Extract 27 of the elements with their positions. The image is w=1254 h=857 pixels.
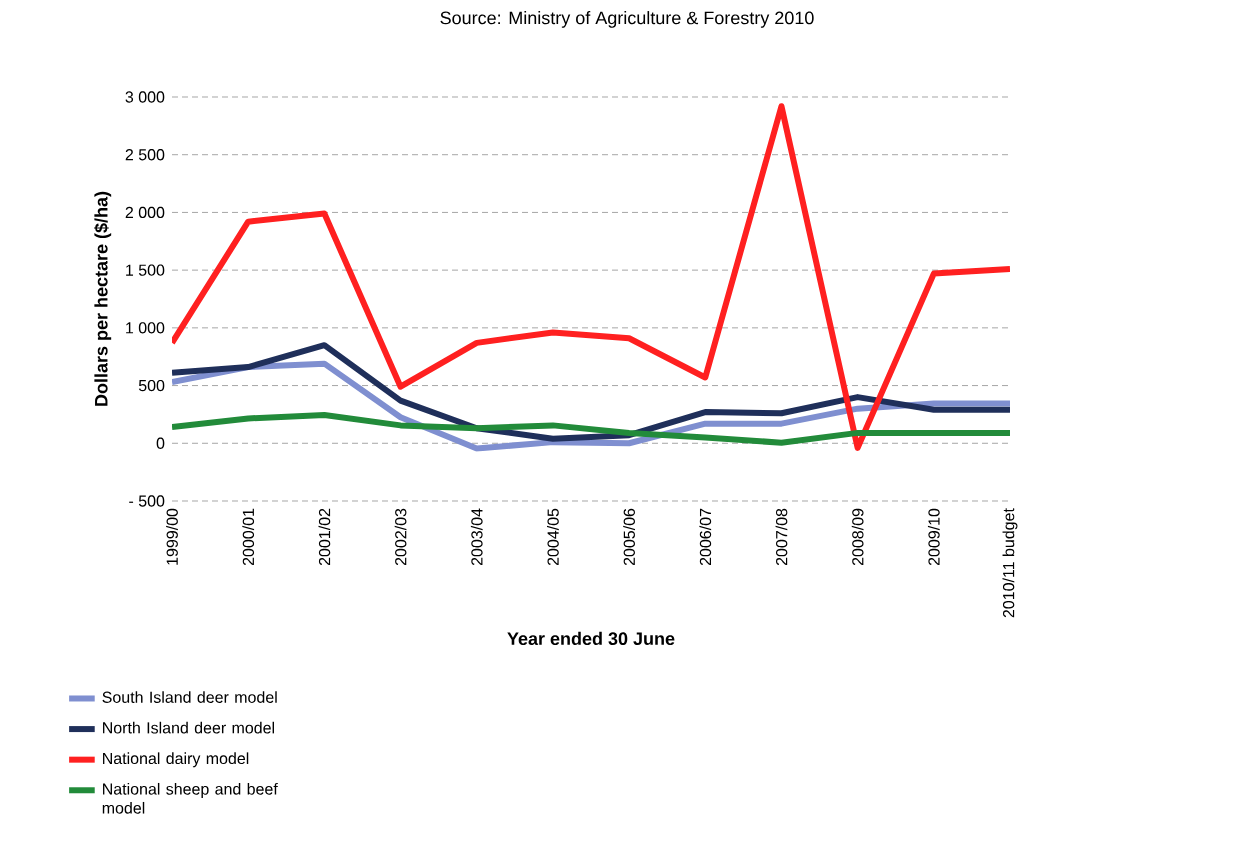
x-tick-label: 2010/11 budget <box>1002 508 1018 618</box>
legend-label: National sheep and beef model <box>102 782 278 814</box>
x-axis-title: Year ended 30 June <box>507 631 675 646</box>
x-tick-label: 2009/10 <box>927 508 940 566</box>
y-tick-label: 1 000 <box>126 322 165 334</box>
x-tick-label: 1999/00 <box>166 508 178 565</box>
x-tick-label: 2004/05 <box>547 508 559 566</box>
x-tick-label: 2008/09 <box>851 508 864 566</box>
x-tick-label: 2001/02 <box>318 508 331 566</box>
legend-label: North Island deer model <box>103 721 275 734</box>
y-tick-label: 3 000 <box>125 91 165 103</box>
x-tick-label: 2005/06 <box>623 508 635 566</box>
x-tick-label: 2002/03 <box>394 508 407 566</box>
y-tick-label: 2 500 <box>125 149 165 161</box>
x-tick-label: 2003/04 <box>470 508 483 566</box>
y-axis-title: Dollars per hectare ($/ha) <box>94 191 112 406</box>
y-tick-label: 0 <box>156 437 165 449</box>
x-tick-label: 2006/07 <box>699 508 712 566</box>
y-tick-label: 2 000 <box>125 206 165 219</box>
legend-label: National dairy model <box>103 752 249 768</box>
source-note: Source: Ministry of Agriculture & Forestry 2010 <box>440 11 814 28</box>
y-tick-label: - 500 <box>129 495 165 507</box>
y-tick-label: 500 <box>138 379 165 392</box>
legend-label: South Island deer model <box>102 691 277 703</box>
y-tick-label: 1 500 <box>126 264 165 276</box>
x-tick-label: 2000/01 <box>242 508 255 566</box>
x-tick-label: 2007/08 <box>775 508 788 566</box>
